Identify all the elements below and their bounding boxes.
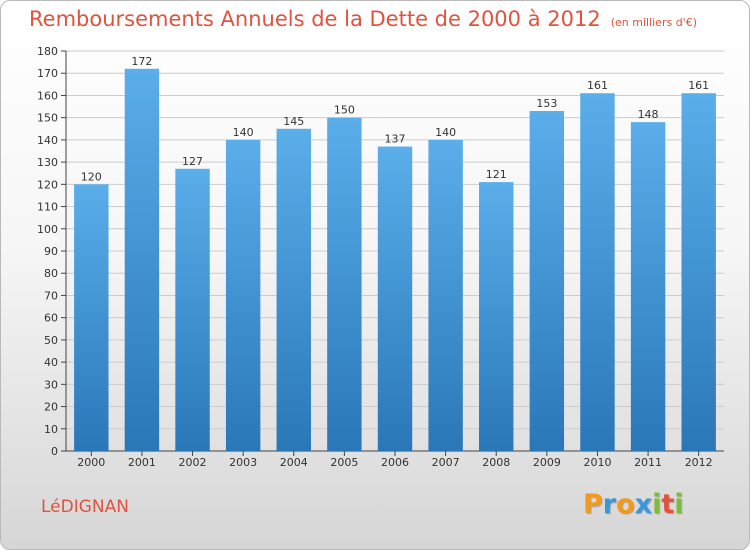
bar xyxy=(74,184,109,452)
x-tick-label: 2001 xyxy=(128,456,156,469)
bar-value-label: 145 xyxy=(283,115,304,128)
bar xyxy=(529,111,565,451)
bar-value-label: 120 xyxy=(81,170,102,183)
bar xyxy=(580,93,615,451)
y-tick-label: 100 xyxy=(37,223,58,236)
x-tick-label: 2008 xyxy=(482,456,510,469)
y-tick-label: 10 xyxy=(44,423,58,436)
x-tick-label: 2006 xyxy=(381,456,409,469)
bar-value-label: 137 xyxy=(385,133,406,146)
chart-title-text: Remboursements Annuels de la Dette de 20… xyxy=(29,7,601,31)
x-tick-label: 2009 xyxy=(533,456,561,469)
logo-letter: r xyxy=(602,489,617,520)
logo-letter: t xyxy=(661,489,675,520)
logo-letter: o xyxy=(616,489,635,520)
bar-value-label: 148 xyxy=(638,108,659,121)
logo-letter: P xyxy=(583,489,603,520)
bar-value-label: 161 xyxy=(688,79,709,92)
bar xyxy=(225,139,261,451)
bar xyxy=(276,128,311,451)
y-tick-label: 60 xyxy=(44,312,58,325)
y-tick-label: 110 xyxy=(37,201,58,214)
y-tick-label: 40 xyxy=(44,356,58,369)
bar-value-label: 140 xyxy=(233,126,254,139)
bar-value-label: 161 xyxy=(587,79,608,92)
logo-letter: i xyxy=(652,489,662,520)
bar-value-label: 121 xyxy=(486,168,507,181)
y-tick-label: 140 xyxy=(37,134,58,147)
y-tick-label: 90 xyxy=(44,245,58,258)
x-tick-label: 2010 xyxy=(583,456,611,469)
y-tick-label: 0 xyxy=(51,445,58,458)
bar-value-label: 172 xyxy=(131,55,152,68)
x-tick-label: 2004 xyxy=(280,456,308,469)
proxiti-logo: Proxiti xyxy=(583,489,684,520)
x-tick-label: 2011 xyxy=(634,456,662,469)
x-tick-label: 2005 xyxy=(330,456,358,469)
y-tick-label: 30 xyxy=(44,378,58,391)
x-tick-label: 2012 xyxy=(685,456,713,469)
y-tick-label: 130 xyxy=(37,156,58,169)
y-tick-label: 70 xyxy=(44,289,58,302)
logo-letter: i xyxy=(674,489,684,520)
x-tick-label: 2002 xyxy=(179,456,207,469)
y-tick-label: 120 xyxy=(37,178,58,191)
bar-value-label: 153 xyxy=(536,97,557,110)
chart-unit-text: (en milliers d'€) xyxy=(610,16,697,29)
y-tick-label: 50 xyxy=(44,334,58,347)
bar xyxy=(630,122,666,451)
bar-value-label: 150 xyxy=(334,104,355,117)
bar-value-label: 140 xyxy=(435,126,456,139)
y-tick-label: 180 xyxy=(37,45,58,58)
y-tick-label: 150 xyxy=(37,112,58,125)
x-tick-label: 2000 xyxy=(77,456,105,469)
bar xyxy=(681,93,716,451)
chart-title: Remboursements Annuels de la Dette de 20… xyxy=(29,7,697,31)
y-tick-label: 80 xyxy=(44,267,58,280)
bar xyxy=(175,168,210,451)
x-tick-label: 2007 xyxy=(432,456,460,469)
x-tick-label: 2003 xyxy=(229,456,257,469)
bar xyxy=(124,68,160,452)
bar xyxy=(327,117,362,452)
y-tick-label: 170 xyxy=(37,67,58,80)
bar xyxy=(428,139,463,451)
bar-value-label: 127 xyxy=(182,155,203,168)
logo-letter: x xyxy=(634,489,653,520)
bar xyxy=(479,182,514,451)
bar xyxy=(377,146,413,452)
y-tick-label: 160 xyxy=(37,89,58,102)
y-tick-label: 20 xyxy=(44,401,58,414)
commune-name: LéDIGNAN xyxy=(41,497,129,517)
